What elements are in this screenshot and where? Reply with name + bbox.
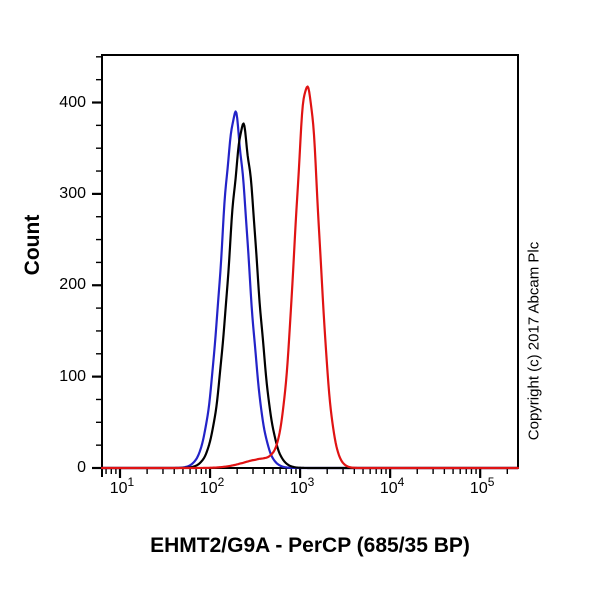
x-tick-exponent: 1 xyxy=(127,475,135,489)
x-tick-label: 104 xyxy=(362,475,422,498)
y-axis-title: Count xyxy=(21,214,44,276)
x-tick-exponent: 2 xyxy=(217,475,225,489)
x-tick-exponent: 3 xyxy=(307,475,315,489)
x-tick-label: 101 xyxy=(92,475,152,498)
x-tick-base: 10 xyxy=(469,480,488,497)
y-tick-label: 400 xyxy=(59,93,86,111)
y-tick-label: 0 xyxy=(77,459,86,476)
y-tick-label: 100 xyxy=(59,367,86,385)
x-tick-label: 105 xyxy=(452,475,512,498)
copyright-text: Copyright (c) 2017 Abcam Plc xyxy=(525,241,543,441)
black-histogram-curve xyxy=(100,122,520,470)
x-axis-title: EHMT2/G9A - PerCP (685/35 BP) xyxy=(150,534,470,557)
x-tick-base: 10 xyxy=(379,480,398,497)
plot-frame xyxy=(101,54,519,469)
red-histogram-curve xyxy=(100,85,520,470)
x-tick-label: 102 xyxy=(182,475,242,498)
y-tick-label: 300 xyxy=(59,184,86,202)
x-tick-exponent: 5 xyxy=(487,475,495,489)
x-tick-label: 103 xyxy=(272,475,332,498)
y-tick-label: 200 xyxy=(59,276,86,294)
x-tick-base: 10 xyxy=(289,480,308,497)
x-tick-base: 10 xyxy=(109,480,128,497)
x-tick-exponent: 4 xyxy=(397,475,405,489)
blue-histogram-curve xyxy=(100,110,520,470)
x-tick-base: 10 xyxy=(199,480,218,497)
